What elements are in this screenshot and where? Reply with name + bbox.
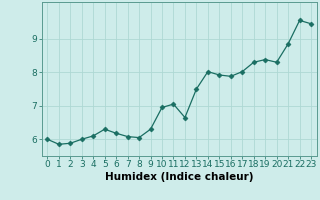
X-axis label: Humidex (Indice chaleur): Humidex (Indice chaleur) [105, 172, 253, 182]
